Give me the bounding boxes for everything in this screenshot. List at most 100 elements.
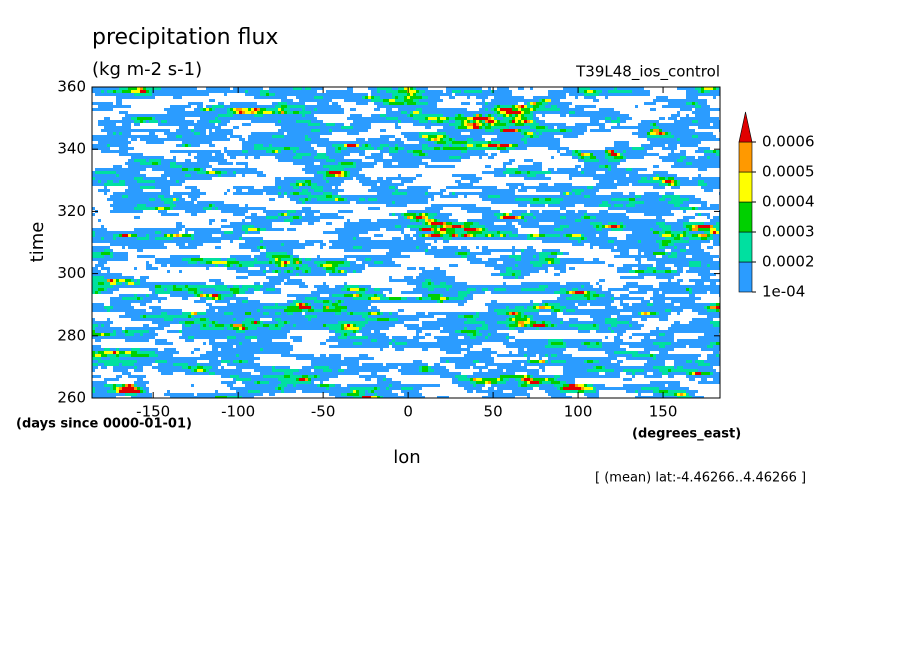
field-band — [497, 87, 509, 90]
field-band — [386, 378, 392, 381]
field-band — [326, 171, 329, 174]
field-band — [659, 177, 665, 180]
field-band — [227, 384, 233, 387]
field-band — [428, 369, 434, 372]
field-band — [293, 216, 299, 219]
field-band — [281, 264, 284, 267]
field-band — [503, 129, 515, 132]
field-band — [185, 228, 221, 231]
field-band — [659, 318, 668, 321]
field-band — [197, 288, 200, 291]
field-band — [149, 330, 155, 333]
field-band — [506, 183, 524, 186]
field-band — [713, 234, 720, 237]
field-band — [710, 306, 716, 309]
field-band — [521, 315, 524, 318]
field-band — [677, 87, 695, 90]
field-band — [263, 321, 278, 324]
field-band — [107, 390, 116, 393]
field-band — [437, 117, 440, 120]
field-band — [524, 102, 527, 105]
field-band — [92, 345, 101, 348]
field-band — [131, 117, 137, 120]
field-band — [659, 345, 665, 348]
field-band — [245, 165, 248, 168]
field-band — [290, 261, 293, 264]
field-band — [350, 123, 371, 126]
field-band — [494, 234, 500, 237]
field-band — [668, 183, 671, 186]
field-band — [437, 339, 509, 342]
field-band — [623, 225, 626, 228]
field-band — [239, 342, 242, 345]
field-band — [692, 309, 707, 312]
field-band — [302, 261, 314, 264]
field-band — [224, 150, 242, 153]
field-band — [533, 315, 557, 318]
field-band — [386, 90, 398, 93]
field-band — [533, 105, 539, 108]
field-band — [269, 324, 275, 327]
field-band — [554, 384, 563, 387]
field-band — [701, 237, 707, 240]
field-band — [623, 384, 665, 387]
field-band — [581, 234, 584, 237]
field-band — [197, 153, 212, 156]
field-band — [548, 393, 566, 396]
field-band — [485, 123, 488, 126]
field-band — [317, 297, 353, 300]
field-band — [341, 327, 344, 330]
field-band — [182, 234, 191, 237]
field-band — [575, 309, 665, 312]
field-band — [422, 321, 464, 324]
field-band — [326, 222, 332, 225]
field-band — [515, 339, 548, 342]
field-band — [464, 222, 473, 225]
run-label: T39L48_ios_control — [575, 63, 720, 82]
field-band — [578, 90, 584, 93]
field-band — [329, 345, 389, 348]
field-band — [137, 255, 155, 258]
field-band — [233, 111, 236, 114]
field-band — [269, 258, 275, 261]
field-band — [296, 210, 320, 213]
field-band — [692, 318, 713, 321]
colorbar-label: 1e-04 — [762, 283, 805, 301]
field-band — [686, 93, 720, 96]
field-band — [110, 282, 116, 285]
field-band — [263, 270, 266, 273]
field-band — [224, 147, 227, 150]
field-band — [185, 285, 188, 288]
field-band — [236, 345, 293, 348]
field-band — [653, 252, 665, 255]
field-band — [560, 387, 563, 390]
field-band — [119, 351, 125, 354]
field-band — [227, 258, 236, 261]
field-band — [353, 396, 362, 398]
field-band — [539, 285, 548, 288]
field-band — [539, 99, 542, 102]
field-band — [596, 291, 611, 294]
field-band — [92, 144, 107, 147]
field-band — [452, 192, 455, 195]
field-band — [92, 318, 95, 321]
field-band — [494, 96, 524, 99]
field-band — [374, 108, 380, 111]
field-band — [218, 114, 233, 117]
field-band — [668, 384, 680, 387]
field-band — [572, 294, 584, 297]
field-band — [452, 381, 470, 384]
field-band — [95, 390, 107, 393]
field-band — [290, 321, 338, 324]
field-band — [623, 228, 650, 231]
field-band — [485, 126, 491, 129]
field-band — [653, 303, 674, 306]
field-band — [368, 321, 404, 324]
field-band — [530, 111, 533, 114]
field-band — [353, 294, 356, 297]
field-band — [611, 297, 614, 300]
field-band — [353, 297, 368, 300]
field-band — [347, 393, 359, 396]
field-band — [284, 387, 326, 390]
field-band — [665, 270, 671, 273]
